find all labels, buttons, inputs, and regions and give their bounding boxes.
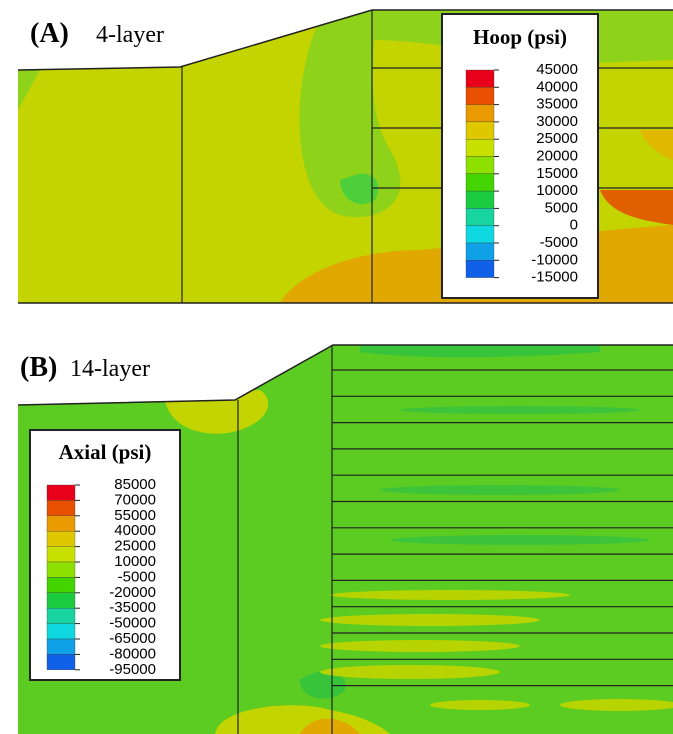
legend-label: 25000 — [536, 130, 578, 147]
legend-swatch — [47, 562, 75, 577]
panel-title: 4-layer — [96, 22, 164, 48]
legend-swatch — [47, 654, 75, 669]
panel-label: (B) — [20, 352, 57, 383]
legend-label: 30000 — [536, 113, 578, 130]
legend-swatch — [47, 577, 75, 592]
legend-label: 10000 — [536, 182, 578, 199]
legend-title: Axial (psi) — [59, 440, 152, 464]
legend-swatch — [47, 624, 75, 639]
legend-label: -5000 — [540, 234, 578, 251]
legend-swatch — [47, 593, 75, 608]
legend-swatch — [466, 243, 494, 260]
figure: (A) 4-layer Hoop (psi) 45000400003500030… — [0, 0, 673, 734]
legend-swatch — [466, 105, 494, 122]
legend-label: 5000 — [545, 199, 578, 216]
legend-label: 20000 — [536, 147, 578, 164]
legend-swatch — [466, 122, 494, 139]
panel-label: (A) — [30, 18, 69, 49]
legend-swatch — [466, 70, 494, 87]
legend-label: 40000 — [536, 78, 578, 95]
legend-swatch — [47, 516, 75, 531]
legend-swatch — [466, 226, 494, 243]
legend-title: Hoop (psi) — [473, 25, 567, 49]
legend-swatch — [466, 191, 494, 208]
legend-swatch — [47, 608, 75, 623]
legend-swatch — [47, 500, 75, 515]
legend-swatch — [466, 87, 494, 104]
legend-swatch — [47, 531, 75, 546]
panel-b: (B) 14-layer Axial (psi) 850007000055000… — [0, 340, 673, 734]
legend-swatch — [466, 174, 494, 191]
legend-label: 35000 — [536, 96, 578, 113]
panel-a: (A) 4-layer Hoop (psi) 45000400003500030… — [0, 0, 673, 305]
legend-label: 0 — [570, 217, 578, 234]
legend-swatch — [47, 485, 75, 500]
legend-label: 15000 — [536, 165, 578, 182]
panel-title: 14-layer — [70, 356, 150, 382]
legend-label: -10000 — [531, 251, 578, 268]
legend-swatch — [47, 547, 75, 562]
legend-swatch — [47, 639, 75, 654]
legend-label: -15000 — [531, 269, 578, 286]
legend-swatch — [466, 157, 494, 174]
legend-swatch — [466, 260, 494, 277]
legend-label: 45000 — [536, 61, 578, 78]
legend-swatch — [466, 208, 494, 225]
legend-label: -95000 — [109, 661, 156, 678]
legend-swatch — [466, 139, 494, 156]
